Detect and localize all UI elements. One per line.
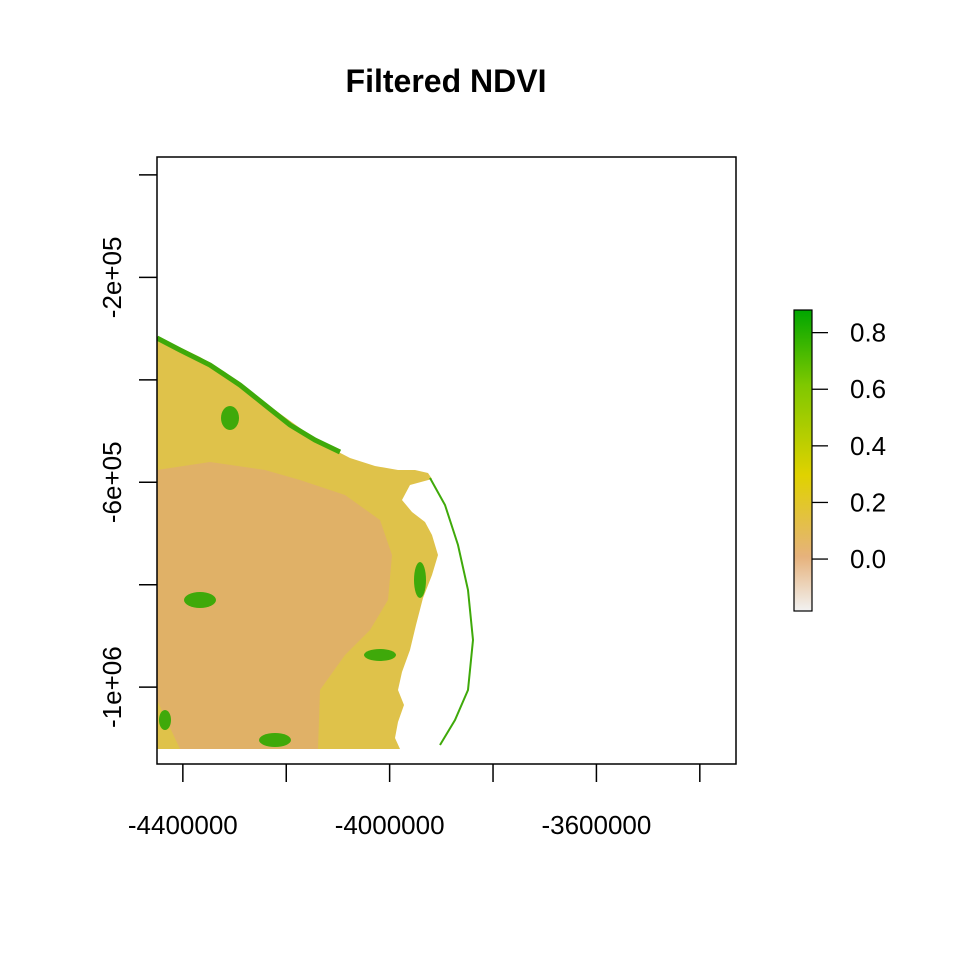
y-axis: -2e+05 -6e+05 -1e+06 — [97, 174, 157, 728]
ndvi-vegetation-patch — [184, 592, 216, 608]
legend-tick-label: 0.4 — [850, 431, 886, 461]
y-tick-label: -6e+05 — [97, 441, 127, 523]
ndvi-coast-vegetation — [157, 335, 342, 455]
ndvi-vegetation-patch — [259, 733, 291, 747]
y-tick-label: -2e+05 — [97, 237, 127, 319]
plot-frame — [156, 156, 737, 765]
legend-tick-label: 0.0 — [850, 544, 886, 574]
x-axis: -4400000 -4000000 -3600000 — [128, 764, 701, 840]
x-tick-label: -4400000 — [128, 810, 238, 840]
map-title: Filtered NDVI — [346, 63, 547, 99]
legend-colorbar — [793, 309, 813, 612]
ndvi-dry-region — [157, 462, 392, 749]
legend-tick-label: 0.2 — [850, 487, 886, 517]
ndvi-outer-fringe — [429, 477, 475, 746]
ndvi-vegetation-patch — [364, 649, 396, 661]
ndvi-raster — [157, 335, 475, 749]
ndvi-vegetation-patch — [159, 710, 171, 730]
legend-tick-label: 0.6 — [850, 374, 886, 404]
y-tick-label: -1e+06 — [97, 646, 127, 728]
x-tick-label: -4000000 — [335, 810, 445, 840]
ndvi-vegetation-patch — [221, 406, 239, 430]
x-tick-label: -3600000 — [541, 810, 651, 840]
legend-ticks: 0.8 0.6 0.4 0.2 0.0 — [812, 318, 886, 574]
ndvi-vegetation-patch — [414, 562, 426, 598]
legend-tick-label: 0.8 — [850, 318, 886, 348]
